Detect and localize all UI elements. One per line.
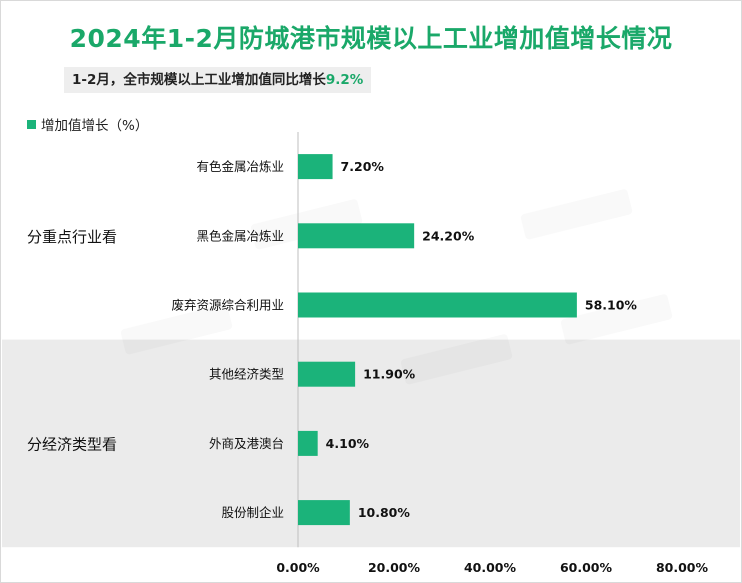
- watermark-mark: [520, 188, 633, 240]
- subtitle-text: 1-2月，全市规模以上工业增加值同比增长: [72, 72, 326, 88]
- category-label: 有色金属冶炼业: [196, 159, 284, 174]
- group-label-0: 分重点行业看: [27, 228, 117, 246]
- data-label: 58.10%: [585, 298, 638, 313]
- chart-marks: 分重点行业看 有色金属冶炼业 7.20% 黑色金属冶炼业 24.20% 废弃资源综合利用业…: [27, 154, 708, 575]
- x-tick-label: 40.00%: [464, 560, 517, 575]
- subtitle-value: 9.2%: [325, 72, 364, 88]
- legend-label: 增加值增长（%）: [41, 118, 149, 134]
- data-label: 4.10%: [326, 436, 370, 451]
- chart-title: 2024年1-2月防城港市规模以上工业增加值增长情况: [69, 24, 673, 53]
- x-tick-label: 20.00%: [368, 560, 421, 575]
- bar: [298, 292, 577, 318]
- category-label: 黑色金属冶炼业: [196, 228, 284, 243]
- x-tick-label: 80.00%: [656, 560, 709, 575]
- group-band: [2, 339, 740, 548]
- group-label-1: 分经济类型看: [27, 435, 117, 453]
- bar: [298, 500, 350, 526]
- bar: [298, 154, 333, 180]
- legend-swatch: [27, 119, 36, 129]
- data-label: 10.80%: [358, 505, 411, 520]
- bar: [298, 430, 318, 456]
- data-label: 11.90%: [363, 367, 416, 382]
- group-bands: [2, 339, 740, 548]
- category-label: 废弃资源综合利用业: [171, 298, 284, 313]
- x-tick-label: 60.00%: [560, 560, 613, 575]
- bar: [298, 361, 356, 387]
- category-label: 股份制企业: [221, 505, 284, 520]
- legend: 增加值增长（%）: [27, 114, 148, 134]
- x-tick-label: 0.00%: [276, 560, 320, 575]
- data-label: 24.20%: [422, 228, 475, 243]
- subtitle-box: 1-2月，全市规模以上工业增加值同比增长9.2%: [64, 67, 372, 93]
- data-label: 7.20%: [341, 159, 385, 174]
- category-label: 外商及港澳台: [209, 436, 284, 451]
- category-label: 其他经济类型: [209, 367, 284, 382]
- bar: [298, 223, 415, 249]
